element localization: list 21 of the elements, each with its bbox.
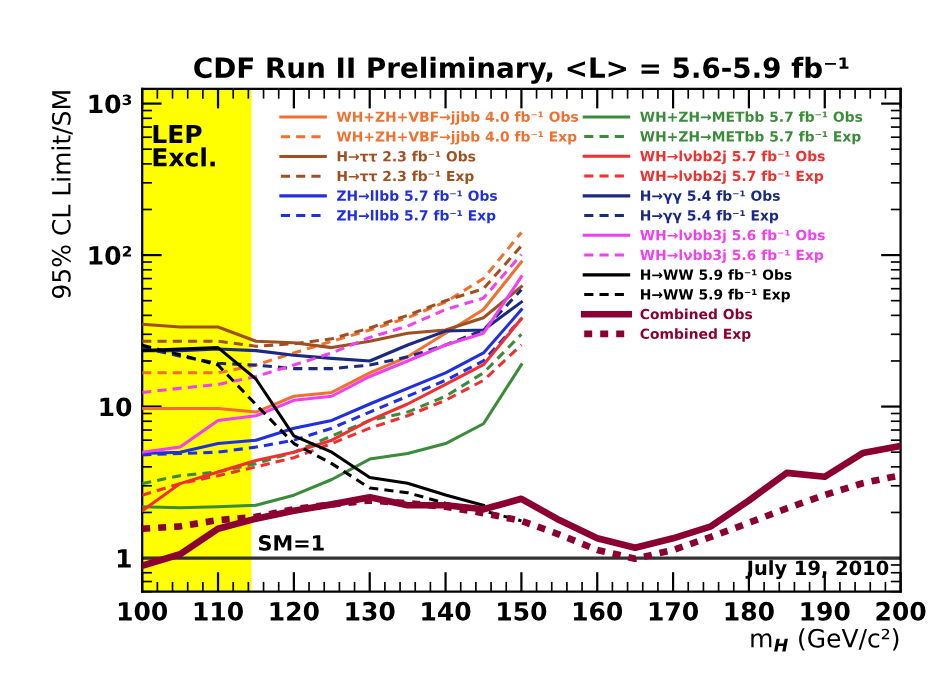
x-tick-label: 100 [118,601,168,621]
x-tick-label: 150 [498,601,547,621]
y-tick-label: 1 [117,549,131,568]
chart-title: CDF Run II Preliminary, <L> = 5.6-5.9 fb⁻¹ [194,56,849,84]
y-tick-label: 10³ [89,94,132,114]
x-tick-label: 160 [573,601,623,621]
x-tick-label: 110 [194,601,243,621]
x-tick-label: 190 [801,601,850,621]
y-axis-title: 95% CL Limit/SM [51,91,73,299]
band-label: LEP Excl. [153,124,215,167]
x-tick-label: 200 [876,601,926,621]
x-tick-label: 180 [725,601,774,621]
x-tick-label: 170 [649,601,698,621]
ref-line-label: SM=1 [258,535,324,551]
x-tick-label: 120 [270,601,319,621]
y-tick-label: 10 [100,397,132,417]
y-tick-label: 10² [89,246,132,265]
annotation: July 19, 2010 [745,560,889,580]
x-axis-title: m$_{H}$ (GeV/c²) [751,628,899,652]
x-tick-label: 140 [422,601,471,621]
x-tick-label: 130 [346,601,395,621]
